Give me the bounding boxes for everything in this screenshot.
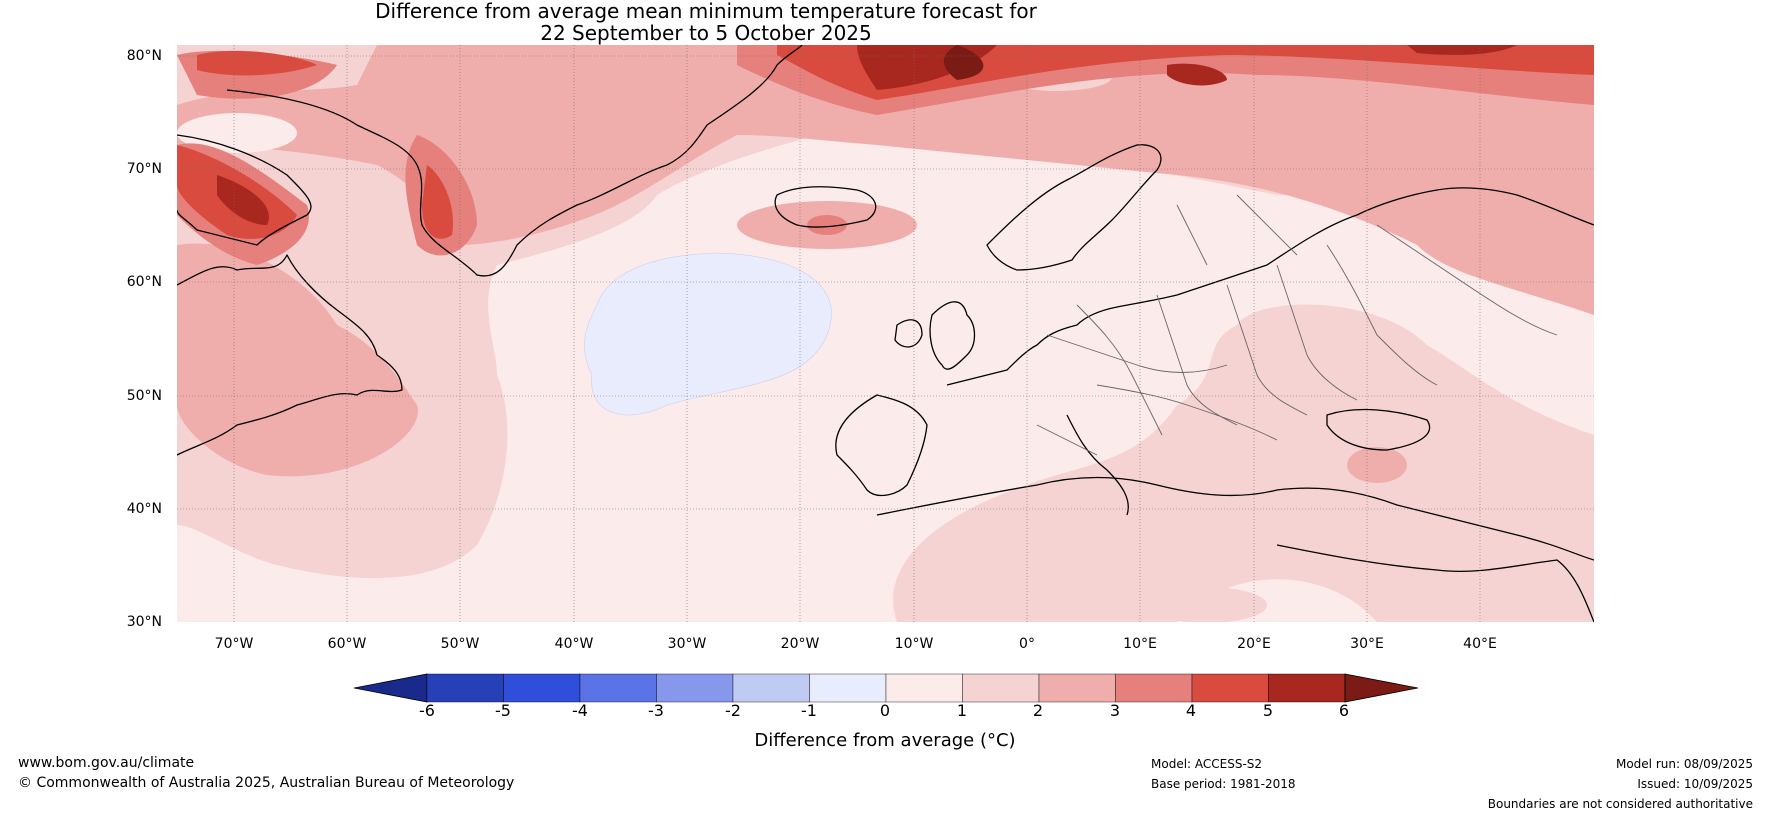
colorbar-tick-neg4: -4: [572, 701, 588, 720]
colorbar-segment: [1115, 673, 1193, 703]
anomaly-band-2-3-north: [177, 45, 1594, 315]
anomaly-band-4-5-arctic: [777, 45, 1594, 100]
anomaly-band-neg1-0: [584, 252, 832, 416]
lon-label-30w: 30°W: [667, 636, 707, 652]
lon-label-10e: 10°E: [1123, 636, 1157, 652]
lon-label-40w: 40°W: [554, 636, 594, 652]
colorbar-tick-6: 6: [1338, 701, 1350, 720]
copyright-text: © Commonwealth of Australia 2025, Austra…: [18, 775, 515, 791]
lat-label-40n: 40°N: [126, 501, 162, 517]
colorbar-segment: [1191, 673, 1269, 703]
website-text: www.bom.gov.au/climate: [18, 755, 195, 771]
colorbar-tick-neg5: -5: [495, 701, 511, 720]
map-canvas: [177, 45, 1594, 622]
map-title-line-1: Difference from average mean minimum tem…: [375, 0, 1037, 23]
colorbar-extend-high: [1344, 673, 1418, 703]
colorbar-tick-neg3: -3: [648, 701, 664, 720]
colorbar-segment: [426, 673, 504, 703]
colorbar-tick-1: 1: [956, 701, 968, 720]
anomaly-band-gt-6-svalbard: [943, 45, 984, 80]
model-run-text: Model run: 08/09/2025: [1615, 757, 1753, 771]
graticule: [177, 45, 1594, 622]
lon-label-0: 0°: [1019, 636, 1035, 652]
lon-label-20w: 20°W: [780, 636, 820, 652]
lat-label-70n: 70°N: [126, 161, 162, 177]
boundaries-note-text: Boundaries are not considered authoritat…: [1487, 797, 1753, 811]
anomaly-band-0-1-baffin: [177, 113, 297, 153]
colorbar-segment: [809, 673, 887, 703]
lon-label-10w: 10°W: [894, 636, 934, 652]
model-text: Model: ACCESS-S2: [1151, 757, 1263, 771]
colorbar-segment: [885, 673, 963, 703]
colorbar-segment: [962, 673, 1040, 703]
lon-label-70w: 70°W: [214, 636, 254, 652]
anomaly-band-5-6-franz-josef: [1167, 63, 1227, 86]
colorbar-segment: [1038, 673, 1116, 703]
lon-label-20e: 20°E: [1237, 636, 1271, 652]
lon-label-50w: 50°W: [440, 636, 480, 652]
colorbar: [354, 673, 1418, 703]
colorbar-extend-low: [354, 673, 428, 703]
base-period-text: Base period: 1981-2018: [1151, 777, 1296, 791]
lat-label-30n: 30°N: [126, 614, 162, 630]
colorbar-segment: [503, 673, 581, 703]
country-borders: [1036, 194, 1558, 456]
lon-label-30e: 30°E: [1350, 636, 1384, 652]
temperature-anomaly-map: [177, 45, 1594, 622]
anomaly-band-2-3-canada: [177, 243, 418, 477]
colorbar-segment: [1268, 673, 1346, 703]
coastlines: [177, 45, 1594, 622]
map-title-line-2: 22 September to 5 October 2025: [540, 21, 872, 45]
issued-text: Issued: 10/09/2025: [1637, 777, 1753, 791]
lat-label-50n: 50°N: [126, 388, 162, 404]
colorbar-segment: [732, 673, 810, 703]
lon-label-40e: 40°E: [1463, 636, 1497, 652]
lat-label-80n: 80°N: [126, 48, 162, 64]
lon-label-60w: 60°W: [327, 636, 367, 652]
lat-label-60n: 60°N: [126, 274, 162, 290]
colorbar-tick-4: 4: [1185, 701, 1197, 720]
colorbar-tick-neg2: -2: [725, 701, 741, 720]
anomaly-band-5-6-baffin: [217, 175, 269, 225]
anomaly-band-4-5-greenland: [422, 165, 453, 239]
colorbar-label: Difference from average (°C): [754, 730, 1016, 751]
anomaly-band-3-4-iceland: [807, 215, 847, 235]
anomaly-band-1-2-mediterranean: [1147, 587, 1267, 622]
colorbar-tick-2: 2: [1032, 701, 1044, 720]
colorbar-segment: [579, 673, 657, 703]
colorbar-tick-0: 0: [879, 701, 891, 720]
anomaly-band-2-3-black-sea: [1347, 447, 1407, 483]
colorbar-tick-neg6: -6: [419, 701, 435, 720]
colorbar-tick-neg1: -1: [801, 701, 817, 720]
colorbar-tick-3: 3: [1109, 701, 1121, 720]
anomaly-band-4-5-arctic-west: [197, 50, 317, 76]
colorbar-tick-5: 5: [1262, 701, 1274, 720]
anomaly-band-5-6-arctic-east: [1407, 45, 1517, 55]
colorbar-segment: [656, 673, 734, 703]
